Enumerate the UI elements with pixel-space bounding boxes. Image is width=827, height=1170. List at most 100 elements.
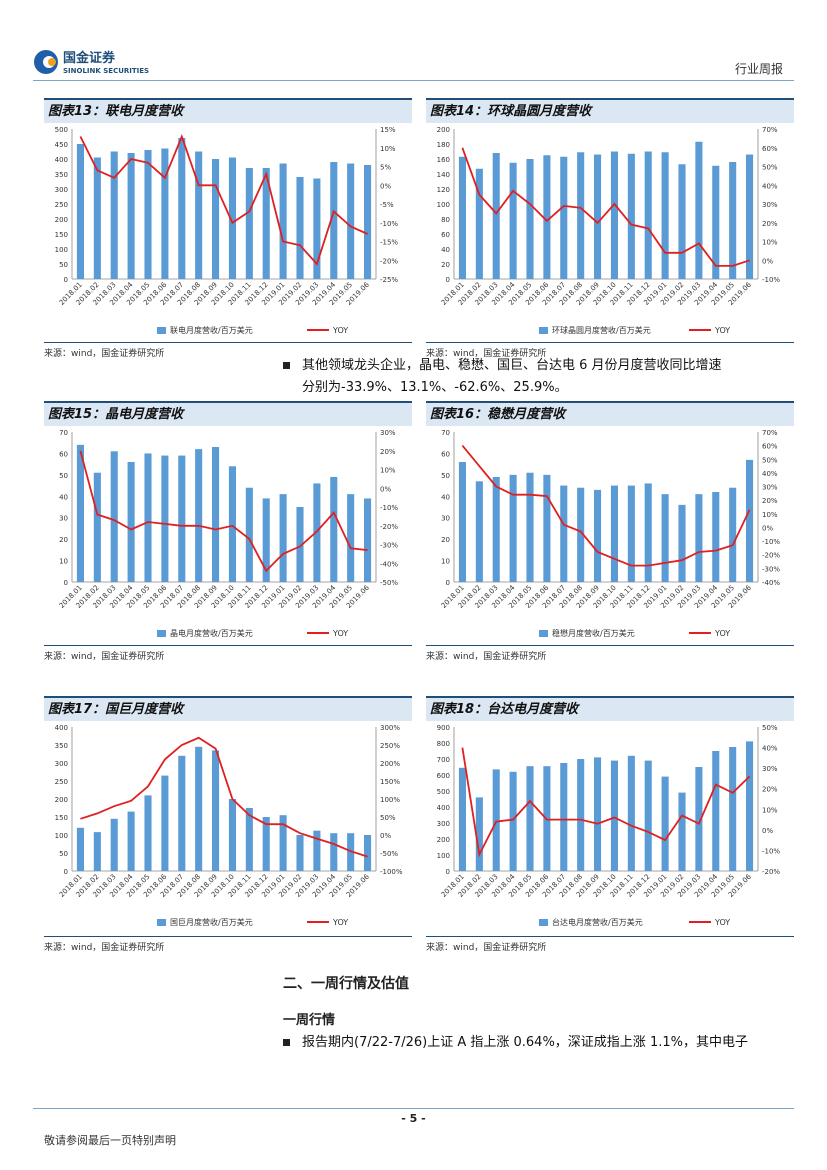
bar (526, 766, 534, 871)
left-tick-label: 200 (437, 126, 450, 134)
bar (695, 494, 703, 582)
bar (729, 747, 737, 871)
bar (746, 459, 754, 582)
left-tick-label: 20 (441, 261, 450, 269)
bar (127, 153, 135, 279)
left-tick-label: 250 (55, 778, 68, 786)
legend-line-label: YOY (714, 629, 730, 638)
right-tick-label: -40% (380, 560, 398, 568)
bar (678, 504, 686, 582)
right-tick-label: 300% (380, 724, 400, 732)
chart-title: 图表14：环球晶圆月度营收 (426, 98, 794, 123)
left-tick-label: 350 (55, 171, 68, 179)
legend-line-label: YOY (332, 326, 348, 335)
left-tick-label: 0 (64, 579, 68, 587)
right-tick-label: 100% (380, 796, 400, 804)
bar (195, 449, 203, 582)
left-tick-label: 300 (55, 186, 68, 194)
bar (296, 507, 304, 582)
legend-bar-label: 国巨月度营收/百万美元 (170, 917, 253, 927)
left-tick-label: 300 (437, 820, 450, 828)
right-tick-label: 50% (762, 164, 778, 172)
bar (279, 494, 287, 582)
bar (313, 483, 321, 582)
bar (475, 168, 483, 279)
right-tick-label: -25% (380, 276, 398, 284)
bar (161, 775, 169, 871)
right-tick-label: 150% (380, 778, 400, 786)
left-tick-label: 80 (441, 216, 450, 224)
bar (560, 763, 568, 871)
right-tick-label: -5% (380, 201, 394, 209)
bar (127, 462, 135, 582)
legend-bar-label: 稳懋月度营收/百万美元 (552, 628, 635, 638)
bar (627, 755, 635, 871)
bar (161, 455, 169, 582)
chart-13: 0 50 100 150 200 250 300 350 400 450 500 -25% -20% -1… (55, 126, 399, 335)
yoy-line (461, 445, 751, 567)
bar (458, 767, 466, 871)
legend-bar-swatch (539, 630, 548, 637)
left-tick-label: 30 (59, 515, 68, 523)
bar (161, 148, 169, 279)
yoy-line (461, 147, 750, 267)
chart-18: 0 100 200 300 400 500 600 700 800 900 -20% -10% 0% 10… (437, 724, 781, 927)
right-tick-label: 0% (380, 182, 391, 190)
bar (195, 746, 203, 871)
left-tick-label: 300 (55, 760, 68, 768)
left-tick-label: 100 (437, 201, 450, 209)
legend-bar-label: 联电月度营收/百万美元 (170, 325, 253, 335)
bar (475, 481, 483, 582)
right-tick-label: -50% (380, 579, 398, 587)
left-tick-label: 100 (55, 246, 68, 254)
bar (526, 159, 534, 279)
right-tick-label: 20% (762, 786, 778, 794)
paragraph-line: 报告期内(7/22-7/26)上证 A 指上涨 0.64%，深证成指上涨 1.1… (302, 1035, 748, 1050)
bar (212, 159, 220, 279)
legend-bar-label: 环球晶圆月度营收/百万美元 (552, 325, 651, 335)
bar (610, 760, 618, 871)
left-tick-label: 60 (441, 231, 450, 239)
right-tick-label: -20% (380, 257, 398, 265)
right-tick-label: 10% (762, 806, 778, 814)
bar (76, 144, 84, 279)
bar (678, 792, 686, 871)
bar (330, 477, 338, 582)
left-tick-label: 10 (59, 558, 68, 566)
right-tick-label: 0% (762, 827, 773, 835)
chart-source: 来源：wind，国金证券研究所 (426, 645, 794, 662)
left-tick-label: 30 (441, 515, 450, 523)
right-tick-label: 70% (762, 126, 778, 134)
bar (296, 177, 304, 279)
bar (610, 151, 618, 279)
chart-16: 0 10 20 30 40 50 60 70 -40% -30% -20% -10% 0% 10% 20% 3… (440, 429, 781, 638)
right-tick-label: -40% (762, 579, 780, 587)
bar (475, 797, 483, 871)
bar (610, 485, 618, 582)
bar (347, 494, 355, 582)
right-tick-label: -20% (762, 868, 780, 876)
right-tick-label: -20% (762, 552, 780, 560)
left-tick-label: 200 (55, 216, 68, 224)
bar (458, 462, 466, 582)
legend-line-label: YOY (714, 918, 730, 927)
legend-bar-swatch (157, 919, 166, 926)
bar (364, 165, 372, 279)
bar (577, 152, 585, 279)
right-tick-label: 50% (380, 814, 396, 822)
legend-line-label: YOY (332, 629, 348, 638)
left-tick-label: 900 (437, 724, 450, 732)
left-tick-label: 400 (55, 156, 68, 164)
right-tick-label: 30% (762, 201, 778, 209)
legend-bar-swatch (157, 327, 166, 334)
left-tick-label: 100 (437, 852, 450, 860)
left-tick-label: 0 (64, 868, 68, 876)
right-tick-label: 30% (380, 429, 396, 437)
left-tick-label: 200 (55, 796, 68, 804)
section-heading: 二、一周行情及估值 (283, 976, 409, 992)
left-tick-label: 100 (55, 832, 68, 840)
left-tick-label: 60 (441, 450, 450, 458)
yoy-line (79, 133, 368, 266)
bar (245, 168, 253, 279)
left-tick-label: 120 (437, 186, 450, 194)
